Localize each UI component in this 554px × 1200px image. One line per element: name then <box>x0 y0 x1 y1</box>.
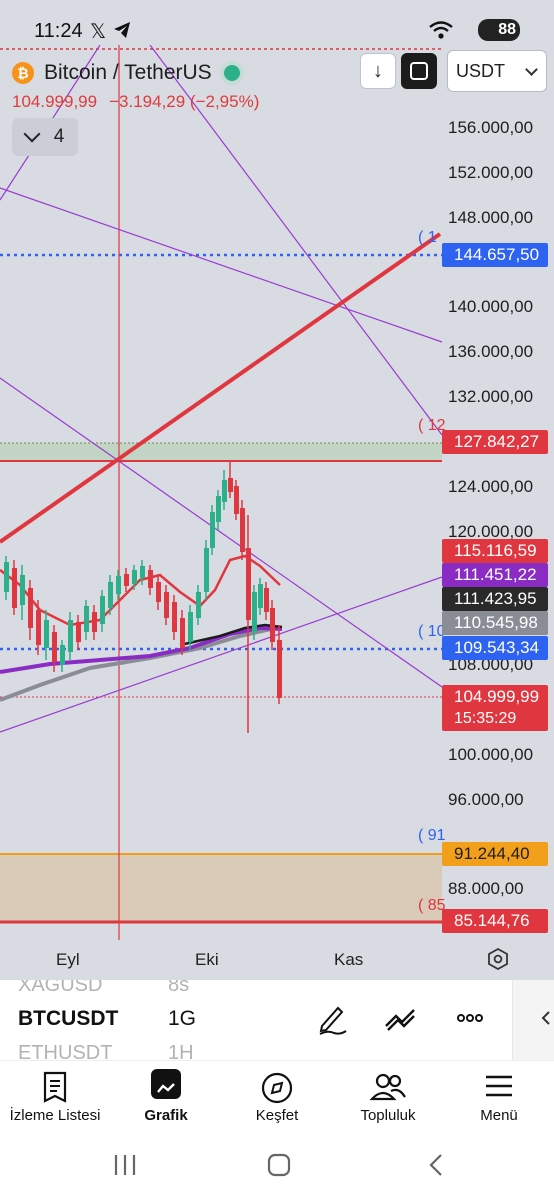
fullscreen-icon <box>410 62 428 80</box>
purple-trend-2 <box>0 187 443 343</box>
time-label: Eki <box>195 950 219 969</box>
time-axis: Eyl Eki Kas <box>0 940 554 980</box>
purple-trend-1 <box>149 45 443 436</box>
chart-icon <box>151 1069 181 1099</box>
nav-community[interactable]: Topluluk <box>333 1067 443 1131</box>
fib-label-2: ( 12 <box>418 417 446 434</box>
prev-symbol[interactable]: XAGUSD <box>18 980 103 996</box>
purple-trend-4 <box>0 576 443 733</box>
menu-icon <box>486 1075 512 1097</box>
candles <box>4 462 282 733</box>
indicator-count: 4 <box>53 126 65 147</box>
support-zone <box>0 854 442 923</box>
battery-level: 88 <box>498 21 516 38</box>
expand-toolbar-button[interactable] <box>512 980 554 1060</box>
system-navigation-bar <box>0 1130 554 1200</box>
price-tag: 111.451,22 <box>442 563 548 587</box>
pen-draw-icon[interactable] <box>314 1000 350 1036</box>
fullscreen-button[interactable] <box>401 53 437 89</box>
battery-indicator: 88 <box>478 19 520 41</box>
fib-label-3: ( 10 <box>418 623 446 640</box>
chevron-down-icon <box>23 125 41 143</box>
next-interval: 1H <box>168 1042 194 1060</box>
symbol-header[interactable]: ₿ Bitcoin / TetherUS <box>12 60 240 86</box>
bitcoin-icon: ₿ <box>12 62 34 84</box>
axis-tick: 124.000,00 <box>448 477 534 496</box>
last-price: 104.999,99 <box>12 92 98 111</box>
download-button[interactable]: ↓ <box>360 53 396 89</box>
trend-line-icon[interactable] <box>382 1000 418 1036</box>
axis-tick: 132.000,00 <box>448 387 534 406</box>
fib-label-1: ( 1 <box>418 229 437 246</box>
chevron-left-icon <box>541 1011 550 1025</box>
nav-watchlist[interactable]: İzleme Listesi <box>0 1067 110 1131</box>
nav-menu[interactable]: Menü <box>444 1067 554 1131</box>
next-symbol[interactable]: ETHUSDT <box>18 1042 113 1060</box>
time-label: Kas <box>334 950 364 969</box>
bottom-navigation: İzleme Listesi Grafik Keşfet Topluluk Me… <box>0 1060 554 1130</box>
market-open-indicator <box>223 65 240 81</box>
nav-label: Menü <box>480 1107 518 1124</box>
axis-tick: 148.000,00 <box>448 208 534 227</box>
community-icon <box>369 1073 406 1101</box>
home-icon[interactable] <box>266 1152 292 1178</box>
fib-label-4: ( 91 <box>418 827 446 844</box>
currency-value: USDT <box>456 61 505 81</box>
price-tag: 109.543,34 <box>442 636 548 660</box>
axis-tick: 140.000,00 <box>448 297 534 316</box>
arrow-down-icon: ↓ <box>373 59 383 82</box>
axis-tick: 96.000,00 <box>448 790 524 809</box>
fib-label-5: ( 85 <box>418 897 446 914</box>
price-tag: 110.545,98 <box>442 611 548 635</box>
price-tag: 115.116,59 <box>442 539 548 563</box>
chart-area[interactable]: ( 1 ( 12 ( 10 ( 91 ( 85 156.000,00 152.0… <box>0 45 554 977</box>
axis-tick: 152.000,00 <box>448 163 534 182</box>
current-interval[interactable]: 1G <box>168 1007 197 1030</box>
axis-tick: 120.000,00 <box>448 522 534 541</box>
price-tag: 85.144,76 <box>442 909 548 933</box>
nav-label: İzleme Listesi <box>9 1107 101 1124</box>
purple-trend-3 <box>0 377 443 688</box>
axis-tick: 100.000,00 <box>448 745 534 764</box>
wifi-icon <box>429 21 453 39</box>
x-app-icon: 𝕏 <box>90 21 107 43</box>
symbol-title[interactable]: Bitcoin / TetherUS <box>44 61 212 84</box>
nav-label: Grafik <box>144 1107 188 1124</box>
currency-select[interactable]: USDT <box>447 50 547 92</box>
ma-red <box>0 554 281 627</box>
back-icon[interactable] <box>424 1152 450 1178</box>
red-trend-thick <box>0 232 442 544</box>
status-time: 11:24 <box>34 20 83 42</box>
axis-tick: 156.000,00 <box>448 118 534 137</box>
nav-label: Topluluk <box>360 1107 416 1124</box>
price-summary: 104.999,99 −3.194,29 (−2,95%) <box>12 92 259 112</box>
nav-label: Keşfet <box>255 1107 299 1124</box>
chevron-down-icon <box>525 63 538 76</box>
price-change: −3.194,29 (−2,95%) <box>109 92 260 111</box>
resistance-zone <box>0 443 442 462</box>
price-chart[interactable]: ( 1 ( 12 ( 10 ( 91 ( 85 <box>0 45 554 977</box>
current-price-tag: 104.999,99 <box>442 685 548 709</box>
telegram-icon <box>114 22 130 38</box>
candle-countdown: 15:35:29 <box>442 707 548 731</box>
symbol-strip[interactable]: XAGUSD 8s BTCUSDT 1G ETHUSDT 1H <box>0 980 554 1060</box>
axis-tick: 136.000,00 <box>448 342 534 361</box>
indicators-toggle-button[interactable]: 4 <box>12 118 78 156</box>
current-symbol[interactable]: BTCUSDT <box>18 1007 119 1030</box>
recent-apps-icon[interactable] <box>112 1152 138 1178</box>
price-tag: 144.657,50 <box>442 243 548 267</box>
price-tag: 91.244,40 <box>442 842 548 866</box>
list-icon <box>43 1071 67 1103</box>
price-tag: 111.423,95 <box>442 587 548 611</box>
chart-settings-icon[interactable] <box>486 947 510 971</box>
axis-tick: 88.000,00 <box>448 879 524 898</box>
prev-interval: 8s <box>168 980 190 996</box>
compass-icon <box>261 1072 293 1104</box>
price-tag: 127.842,27 <box>442 430 548 454</box>
nav-explore[interactable]: Keşfet <box>222 1067 332 1131</box>
more-options-icon[interactable] <box>452 1000 488 1036</box>
time-label: Eyl <box>56 950 80 969</box>
nav-chart[interactable]: Grafik <box>111 1067 221 1131</box>
